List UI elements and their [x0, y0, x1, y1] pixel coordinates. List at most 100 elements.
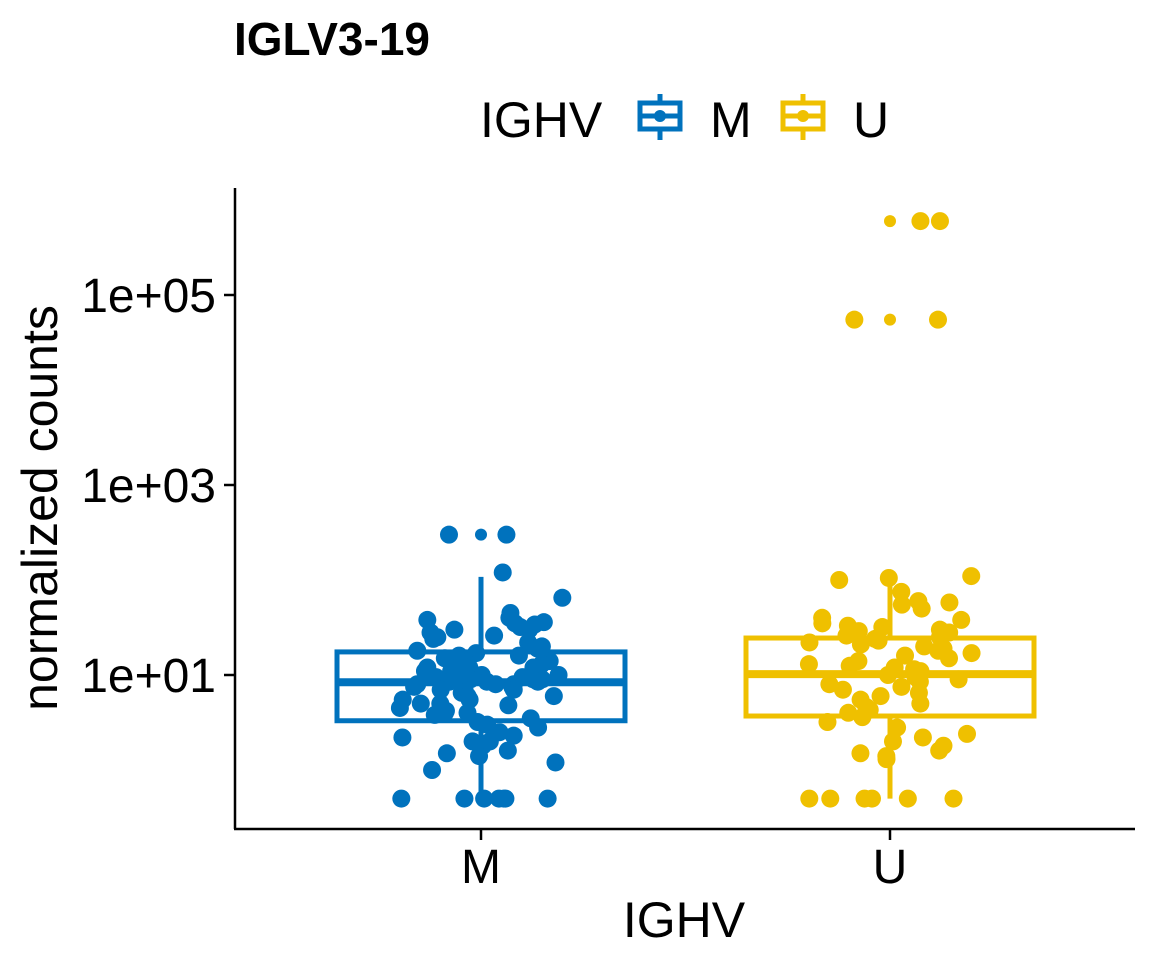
data-point: [475, 789, 494, 808]
data-point: [833, 680, 852, 699]
data-point: [424, 629, 443, 648]
data-point: [529, 718, 548, 737]
data-point: [553, 588, 572, 607]
outlier-point: [884, 313, 896, 326]
data-point: [930, 212, 949, 231]
data-point: [851, 635, 870, 654]
y-ticks: 1e+01 1e+03 1e+05: [81, 270, 235, 703]
data-point: [544, 687, 563, 706]
data-point: [911, 212, 930, 231]
data-point: [879, 568, 898, 587]
data-point: [892, 582, 911, 601]
data-point: [944, 789, 963, 808]
data-point: [800, 789, 819, 808]
legend-title: IGHV: [480, 92, 603, 148]
data-point: [425, 705, 444, 724]
data-point: [486, 675, 505, 694]
data-point: [898, 789, 917, 808]
data-point: [528, 672, 547, 691]
data-point: [892, 677, 911, 696]
y-axis: 1e+01 1e+03 1e+05: [81, 188, 237, 829]
data-point: [800, 633, 819, 652]
data-point: [813, 614, 832, 633]
data-point: [498, 741, 517, 760]
plot-area: [334, 212, 1037, 808]
data-point: [493, 563, 512, 582]
data-point: [818, 713, 837, 732]
data-point: [896, 646, 915, 665]
data-point: [437, 744, 456, 763]
y-axis-title: normalized counts: [12, 305, 68, 711]
data-point: [528, 639, 547, 658]
data-point: [952, 610, 971, 629]
data-point: [497, 525, 516, 544]
legend-label: M: [710, 92, 752, 148]
data-point: [390, 698, 409, 717]
data-point: [504, 680, 523, 699]
data-point: [912, 599, 931, 618]
data-point: [888, 718, 907, 737]
chart-title: IGLV3-19: [234, 13, 430, 65]
data-point: [411, 694, 430, 713]
data-point: [839, 703, 858, 722]
data-point: [929, 310, 948, 329]
data-point: [845, 310, 864, 329]
data-point: [405, 677, 424, 696]
y-tick-label: 1e+05: [81, 270, 216, 323]
data-point: [871, 687, 890, 706]
legend-label: U: [853, 92, 889, 148]
data-point: [911, 694, 930, 713]
data-point: [431, 680, 450, 699]
data-point: [439, 525, 458, 544]
data-point: [509, 646, 528, 665]
data-point: [915, 637, 934, 656]
data-point: [499, 696, 518, 715]
data-point: [837, 626, 856, 645]
series-M: [334, 525, 628, 808]
data-point: [470, 747, 489, 766]
outlier-point: [475, 528, 487, 541]
data-point: [851, 744, 870, 763]
data-point: [408, 641, 427, 660]
data-point: [393, 728, 412, 747]
data-point: [830, 571, 849, 589]
x-axis-title: IGHV: [623, 892, 746, 948]
data-point: [455, 789, 474, 808]
data-point: [962, 644, 981, 663]
data-point: [538, 789, 557, 808]
legend-key-U: [780, 94, 826, 140]
data-point: [949, 670, 968, 689]
data-point: [821, 789, 840, 808]
data-point: [853, 708, 872, 727]
data-point: [940, 593, 959, 612]
data-point: [930, 741, 949, 760]
data-point: [883, 732, 902, 751]
data-point: [485, 626, 504, 645]
outlier-point: [884, 215, 896, 228]
data-point: [546, 753, 565, 772]
data-point: [958, 724, 977, 743]
data-point: [913, 728, 932, 747]
legend-key-M: [637, 94, 683, 140]
data-point: [496, 789, 515, 808]
data-point: [840, 656, 859, 675]
data-point: [962, 567, 981, 586]
data-point: [892, 595, 911, 614]
data-point: [799, 655, 818, 674]
series-U: [743, 212, 1037, 808]
data-point: [549, 666, 568, 684]
data-point: [392, 789, 411, 808]
y-tick-label: 1e+01: [81, 650, 216, 703]
data-point: [423, 761, 442, 779]
data-point: [940, 649, 959, 668]
x-tick-label: M: [461, 841, 501, 894]
data-point: [869, 631, 888, 650]
data-point: [504, 726, 523, 745]
data-point: [820, 675, 839, 694]
data-point: [445, 620, 464, 639]
